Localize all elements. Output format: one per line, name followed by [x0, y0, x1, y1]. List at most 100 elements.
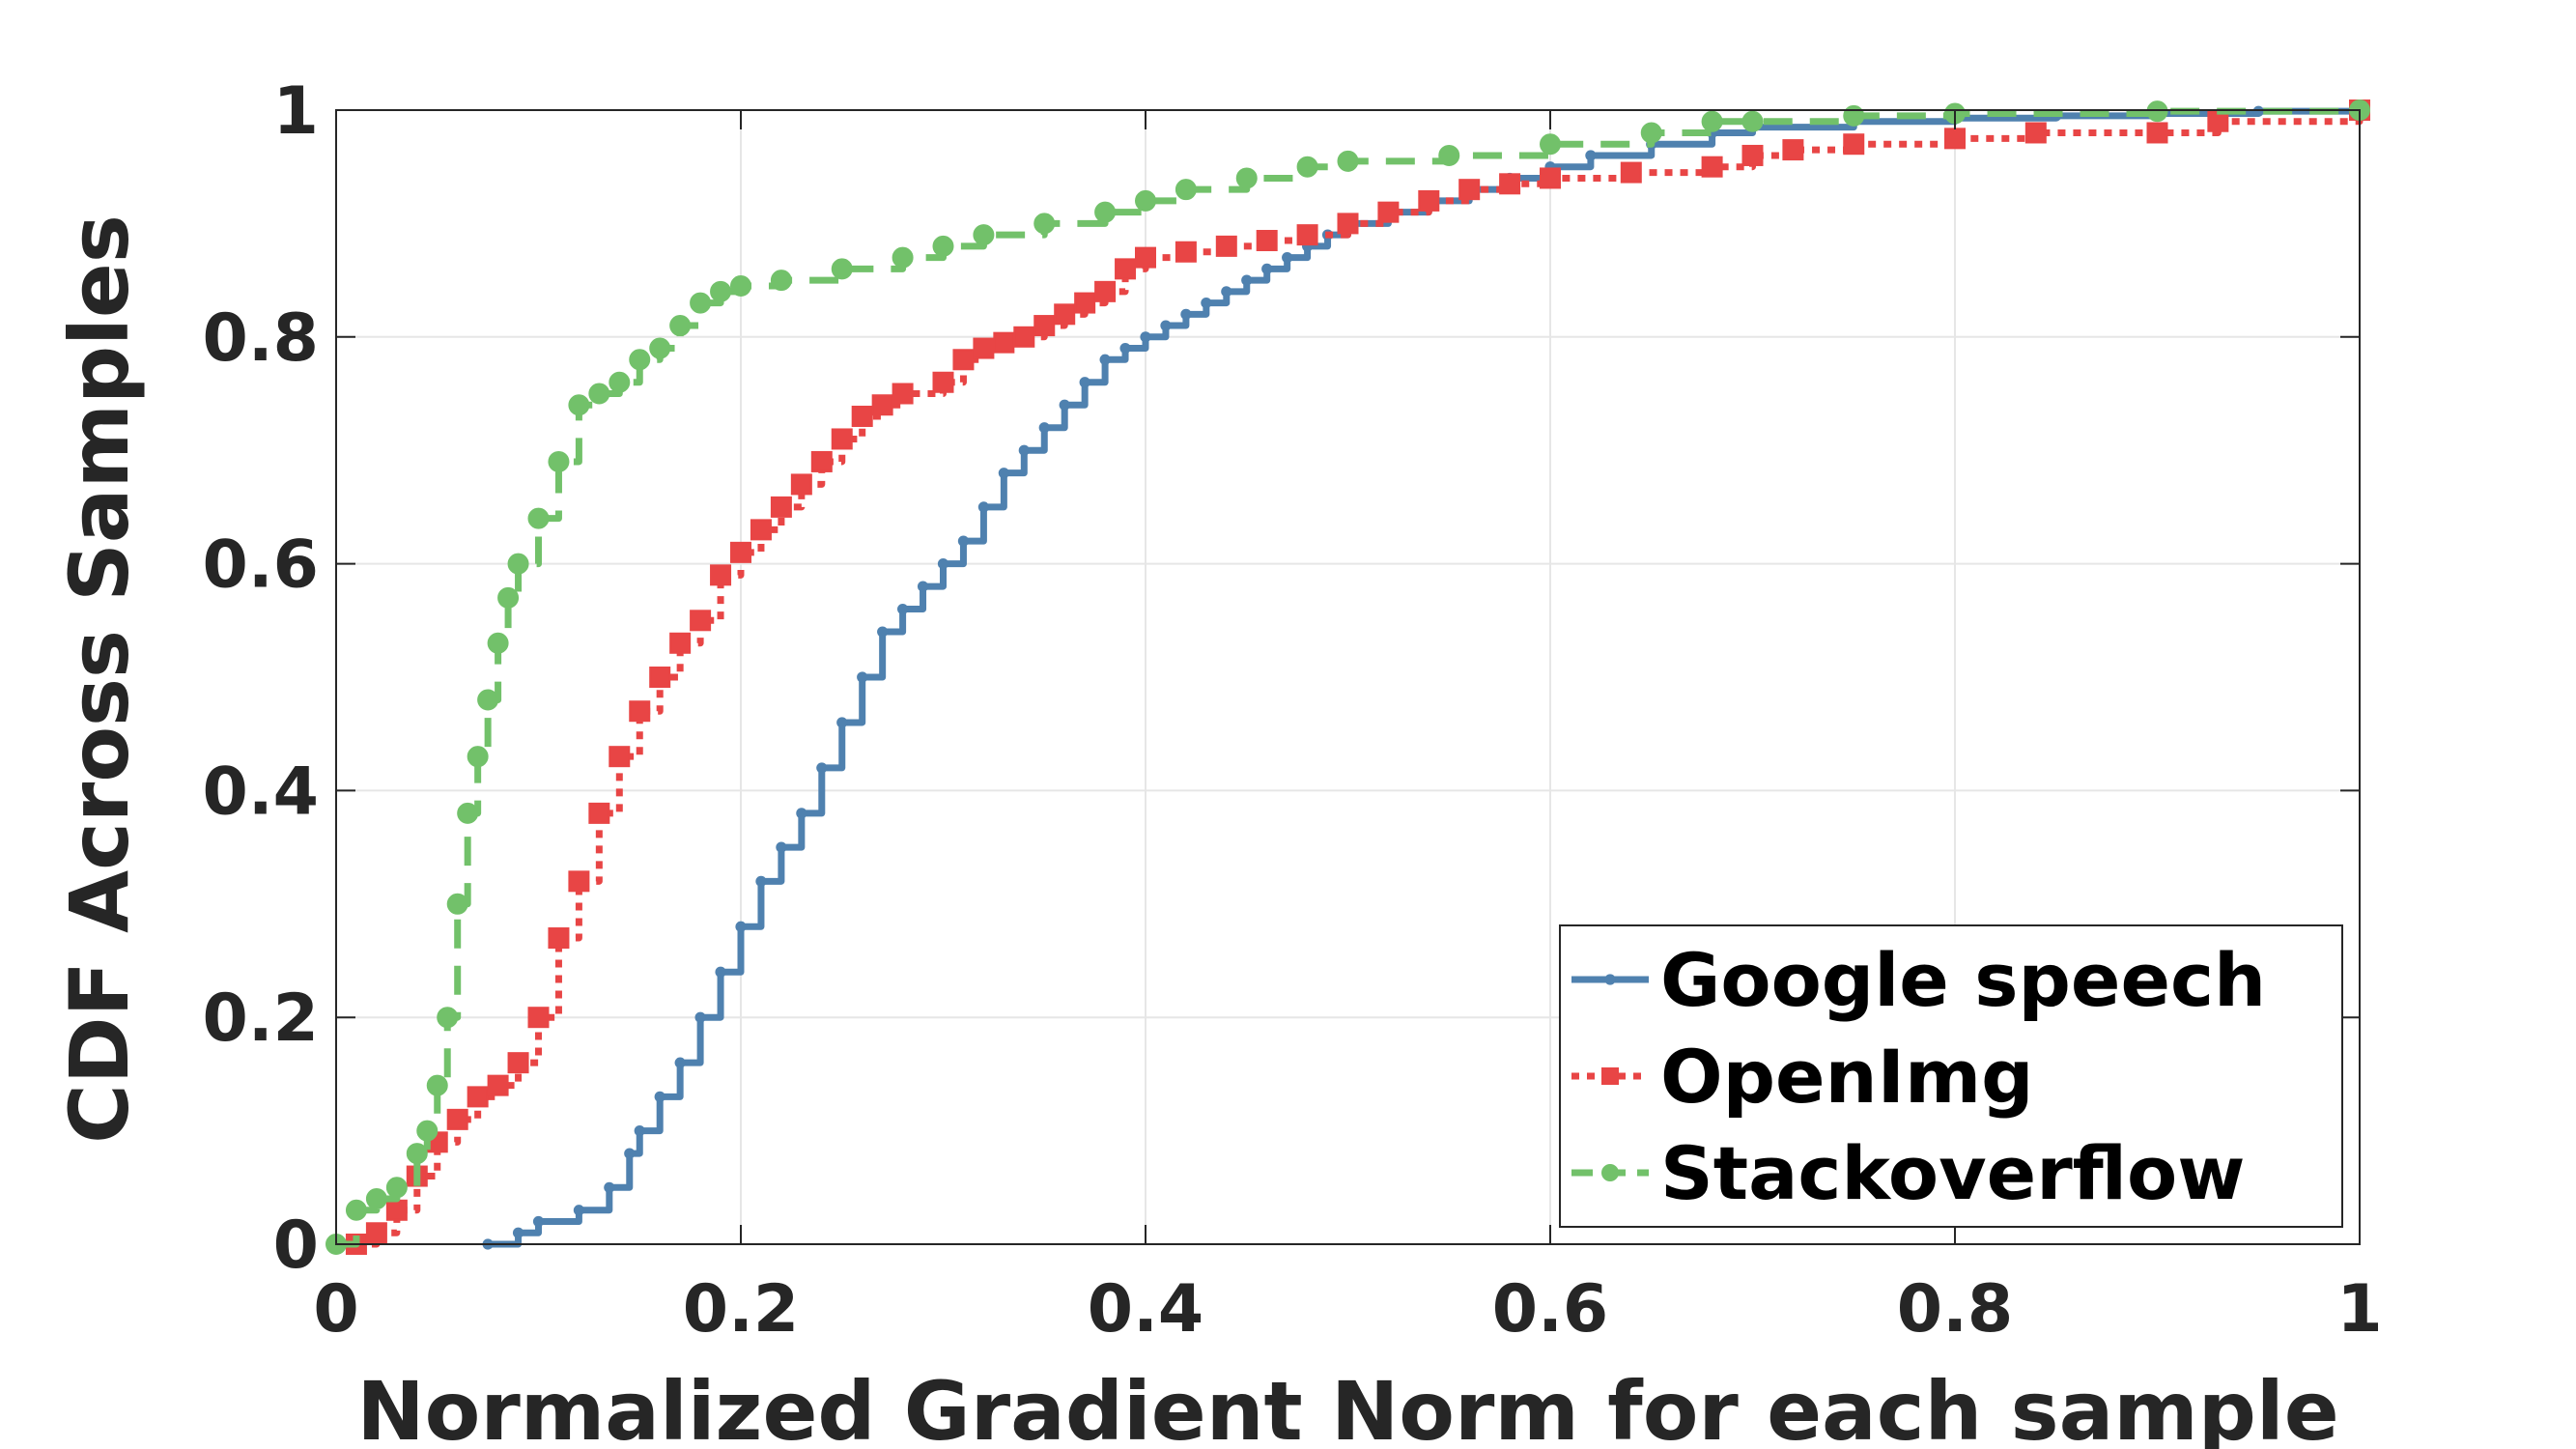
- data-point: [1261, 263, 1273, 274]
- data-point: [790, 473, 812, 496]
- data-point: [730, 541, 751, 563]
- data-point: [1119, 342, 1131, 355]
- data-point: [1215, 235, 1237, 257]
- data-point: [629, 349, 651, 371]
- data-point: [730, 274, 751, 297]
- data-point: [1540, 167, 1561, 189]
- data-point: [1843, 133, 1865, 156]
- grid-lines: [336, 110, 2360, 1244]
- data-point: [1033, 315, 1056, 337]
- data-point: [2252, 105, 2264, 117]
- data-point: [1741, 110, 1764, 132]
- data-point: [446, 893, 468, 915]
- data-point: [1620, 161, 1642, 184]
- data-point: [831, 428, 853, 450]
- data-point: [957, 535, 970, 547]
- series-openimg: [345, 99, 2370, 1255]
- data-point: [467, 1086, 489, 1108]
- data-point: [750, 519, 772, 541]
- data-point: [1140, 331, 1151, 343]
- data-point: [816, 762, 828, 774]
- data-point: [1458, 179, 1481, 201]
- data-point: [1701, 110, 1723, 132]
- data-point: [735, 921, 747, 932]
- data-point: [810, 450, 833, 472]
- data-point: [426, 1074, 448, 1096]
- data-point: [1175, 241, 1197, 263]
- data-point: [1296, 224, 1318, 246]
- data-point: [1601, 1164, 1619, 1181]
- data-point: [669, 315, 692, 337]
- data-point: [1201, 297, 1212, 309]
- data-point: [532, 1215, 545, 1228]
- data-point: [1256, 230, 1278, 252]
- data-point: [1059, 399, 1070, 411]
- data-point: [993, 331, 1015, 354]
- data-point: [897, 603, 909, 615]
- data-point: [690, 292, 712, 314]
- data-point: [512, 1227, 524, 1238]
- legend-box: [1559, 924, 2343, 1228]
- legend-label: Stackoverflow: [1660, 1130, 2245, 1216]
- y-tick-label: 0.8: [203, 300, 319, 377]
- data-point: [487, 632, 509, 654]
- data-point: [932, 235, 954, 257]
- data-point: [1074, 292, 1096, 314]
- data-point: [507, 1052, 529, 1074]
- data-point: [416, 1120, 439, 1142]
- data-point: [548, 450, 570, 472]
- data-point: [2146, 122, 2168, 144]
- data-point: [1099, 354, 1111, 365]
- data-point: [1418, 189, 1440, 212]
- data-point: [1337, 213, 1359, 235]
- data-point: [548, 927, 570, 950]
- data-point: [770, 496, 792, 518]
- x-tick-label: 0.4: [1088, 1271, 1203, 1348]
- data-point: [487, 1074, 509, 1096]
- x-tick-label: 0.6: [1492, 1271, 1608, 1348]
- y-tick-label: 0.2: [203, 980, 319, 1057]
- data-point: [690, 610, 712, 632]
- data-point: [710, 280, 732, 302]
- data-point: [649, 337, 671, 359]
- data-point: [568, 394, 590, 416]
- axis-ticks: 0 0.2 0.4 0.6 0.8 1 0 0.2 0.4 0.6 0.8 1: [203, 73, 2383, 1348]
- data-point: [345, 1199, 367, 1221]
- data-point: [917, 581, 929, 592]
- data-point: [877, 626, 889, 638]
- data-point: [831, 258, 853, 280]
- data-point: [649, 667, 671, 688]
- data-point: [385, 1177, 408, 1199]
- data-point: [1180, 308, 1192, 320]
- data-point: [1377, 201, 1400, 223]
- data-point: [1782, 139, 1804, 161]
- data-point: [446, 1108, 468, 1130]
- y-tick-label: 0.4: [203, 753, 319, 830]
- data-point: [2146, 100, 2168, 123]
- data-point: [1282, 252, 1293, 264]
- y-tick-label: 0.6: [203, 527, 319, 604]
- data-point: [892, 246, 914, 269]
- y-axis-title: CDF Across Samples: [52, 214, 147, 1144]
- data-point: [437, 1007, 459, 1029]
- data-point: [1115, 258, 1137, 280]
- plot-frame: [335, 109, 2361, 1245]
- data-point: [1018, 444, 1030, 456]
- x-tick-label: 0.8: [1897, 1271, 2013, 1348]
- data-point: [406, 1143, 428, 1165]
- data-point: [952, 349, 975, 371]
- data-point: [1038, 422, 1050, 434]
- legend: Google speech OpenImg Stackoverflow: [1559, 924, 2343, 1228]
- data-point: [1296, 156, 1318, 178]
- data-point: [710, 564, 732, 586]
- data-point: [1094, 280, 1117, 302]
- data-point: [629, 700, 651, 723]
- data-point: [1640, 122, 1662, 144]
- legend-label: OpenImg: [1660, 1034, 2034, 1120]
- data-point: [1160, 320, 1172, 331]
- data-point: [1054, 303, 1076, 326]
- data-point: [715, 966, 726, 978]
- data-point: [573, 1205, 585, 1216]
- data-point: [937, 558, 949, 570]
